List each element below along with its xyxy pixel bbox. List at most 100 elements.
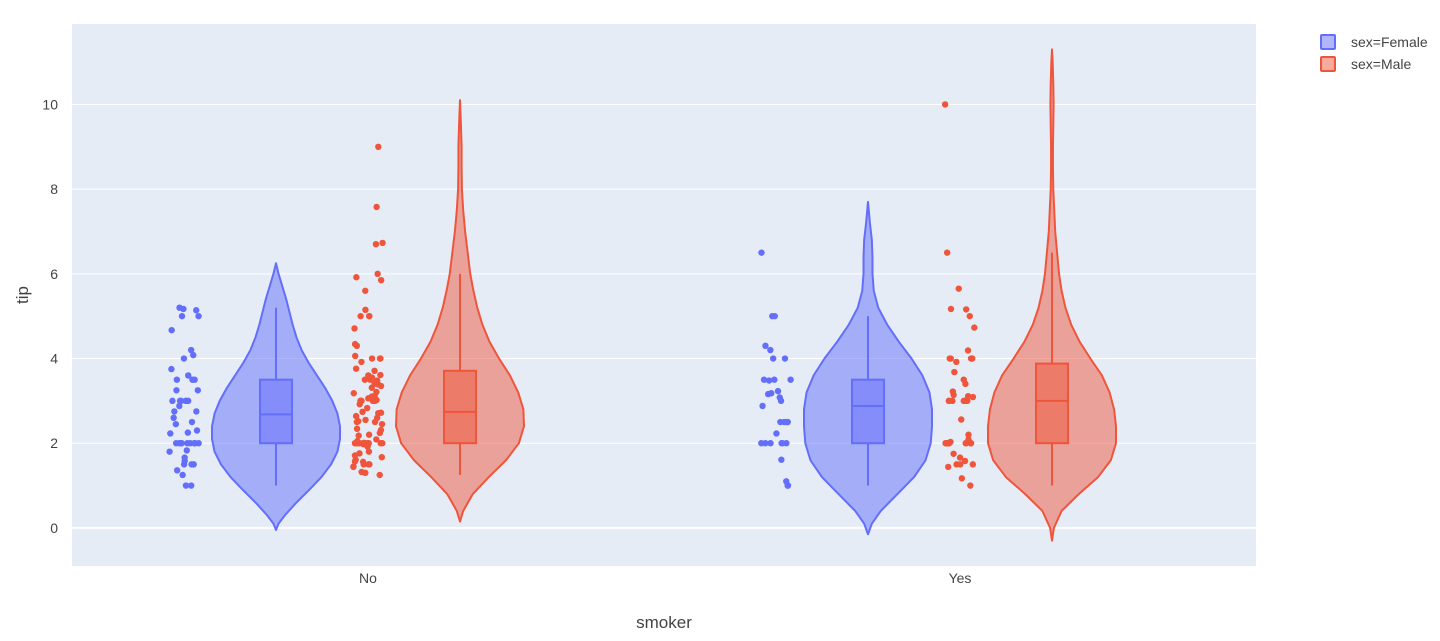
data-point[interactable] — [955, 285, 962, 292]
data-point[interactable] — [373, 203, 380, 211]
data-point[interactable] — [971, 324, 978, 331]
data-point[interactable] — [960, 376, 967, 383]
data-point[interactable] — [365, 461, 372, 468]
data-point[interactable] — [190, 351, 197, 359]
data-point[interactable] — [358, 468, 365, 476]
box-iqr[interactable] — [851, 378, 885, 445]
data-point[interactable] — [184, 397, 192, 405]
data-point[interactable] — [173, 376, 181, 383]
data-point[interactable] — [171, 408, 178, 415]
data-point[interactable] — [767, 346, 774, 354]
data-point[interactable] — [361, 376, 369, 383]
data-point[interactable] — [758, 249, 765, 256]
data-point[interactable] — [969, 461, 977, 468]
data-point[interactable] — [958, 475, 966, 482]
data-point[interactable] — [357, 312, 364, 320]
data-point[interactable] — [953, 358, 960, 366]
data-point[interactable] — [353, 274, 360, 281]
data-point[interactable] — [353, 425, 361, 433]
data-point[interactable] — [771, 312, 778, 320]
data-point[interactable] — [193, 408, 200, 415]
data-point[interactable] — [376, 471, 383, 479]
box-iqr[interactable] — [259, 378, 293, 445]
data-point[interactable] — [179, 471, 186, 479]
data-point[interactable] — [778, 440, 785, 447]
data-point[interactable] — [167, 430, 174, 437]
data-point[interactable] — [969, 393, 977, 401]
data-point[interactable] — [758, 440, 765, 447]
data-point[interactable] — [951, 368, 958, 376]
data-point[interactable] — [377, 355, 384, 362]
data-point[interactable] — [352, 412, 360, 420]
data-point[interactable] — [355, 417, 362, 425]
data-point[interactable] — [950, 450, 957, 457]
data-point[interactable] — [769, 355, 777, 362]
data-point[interactable] — [967, 482, 974, 489]
data-point[interactable] — [776, 394, 783, 401]
data-point[interactable] — [195, 312, 202, 320]
data-point[interactable] — [968, 355, 976, 362]
data-point[interactable] — [180, 355, 188, 362]
data-point[interactable] — [964, 393, 972, 400]
data-point[interactable] — [783, 478, 790, 485]
data-point[interactable] — [350, 463, 357, 470]
data-point[interactable] — [365, 431, 373, 438]
data-point[interactable] — [767, 440, 774, 447]
data-point[interactable] — [357, 397, 364, 405]
data-point[interactable] — [781, 355, 789, 362]
data-point[interactable] — [354, 437, 361, 445]
data-point[interactable] — [377, 371, 384, 379]
data-point[interactable] — [966, 312, 973, 320]
data-point[interactable] — [193, 307, 200, 314]
data-point[interactable] — [352, 352, 359, 360]
data-point[interactable] — [173, 387, 180, 394]
data-point[interactable] — [778, 456, 785, 463]
data-point[interactable] — [358, 358, 365, 366]
data-point[interactable] — [191, 440, 198, 447]
data-point[interactable] — [362, 416, 369, 424]
data-point[interactable] — [774, 387, 782, 395]
data-point[interactable] — [365, 372, 372, 379]
data-point[interactable] — [366, 312, 373, 320]
data-point[interactable] — [965, 431, 972, 438]
data-point[interactable] — [191, 376, 198, 383]
data-point[interactable] — [178, 440, 185, 447]
data-point[interactable] — [194, 387, 202, 394]
data-point[interactable] — [362, 306, 369, 314]
data-point[interactable] — [379, 440, 386, 447]
data-point[interactable] — [184, 429, 192, 436]
data-point[interactable] — [181, 454, 188, 461]
data-point[interactable] — [373, 377, 381, 384]
data-point[interactable] — [350, 390, 357, 397]
data-point[interactable] — [762, 342, 769, 350]
data-point[interactable] — [378, 420, 386, 428]
data-point[interactable] — [957, 461, 964, 468]
data-point[interactable] — [352, 365, 360, 372]
data-point[interactable] — [379, 239, 386, 247]
data-point[interactable] — [378, 453, 386, 461]
data-point[interactable] — [787, 376, 794, 383]
data-point[interactable] — [356, 450, 363, 457]
data-point[interactable] — [360, 439, 368, 446]
legend-item[interactable]: sex=Male — [1320, 56, 1412, 72]
data-point[interactable] — [377, 426, 385, 434]
data-point[interactable] — [170, 414, 177, 421]
data-point[interactable] — [176, 402, 183, 410]
data-point[interactable] — [188, 418, 196, 426]
box-iqr[interactable] — [1035, 362, 1069, 445]
data-point[interactable] — [188, 482, 195, 489]
data-point[interactable] — [765, 377, 773, 384]
data-point[interactable] — [960, 397, 967, 405]
data-point[interactable] — [351, 325, 358, 332]
data-point[interactable] — [759, 402, 766, 410]
data-point[interactable] — [374, 270, 381, 278]
data-point[interactable] — [359, 408, 366, 416]
data-point[interactable] — [760, 376, 768, 383]
data-point[interactable] — [169, 397, 176, 405]
data-point[interactable] — [956, 454, 964, 461]
data-point[interactable] — [355, 432, 362, 439]
data-point[interactable] — [377, 276, 385, 284]
data-point[interactable] — [177, 397, 185, 405]
data-point[interactable] — [187, 346, 195, 354]
data-point[interactable] — [365, 448, 373, 455]
